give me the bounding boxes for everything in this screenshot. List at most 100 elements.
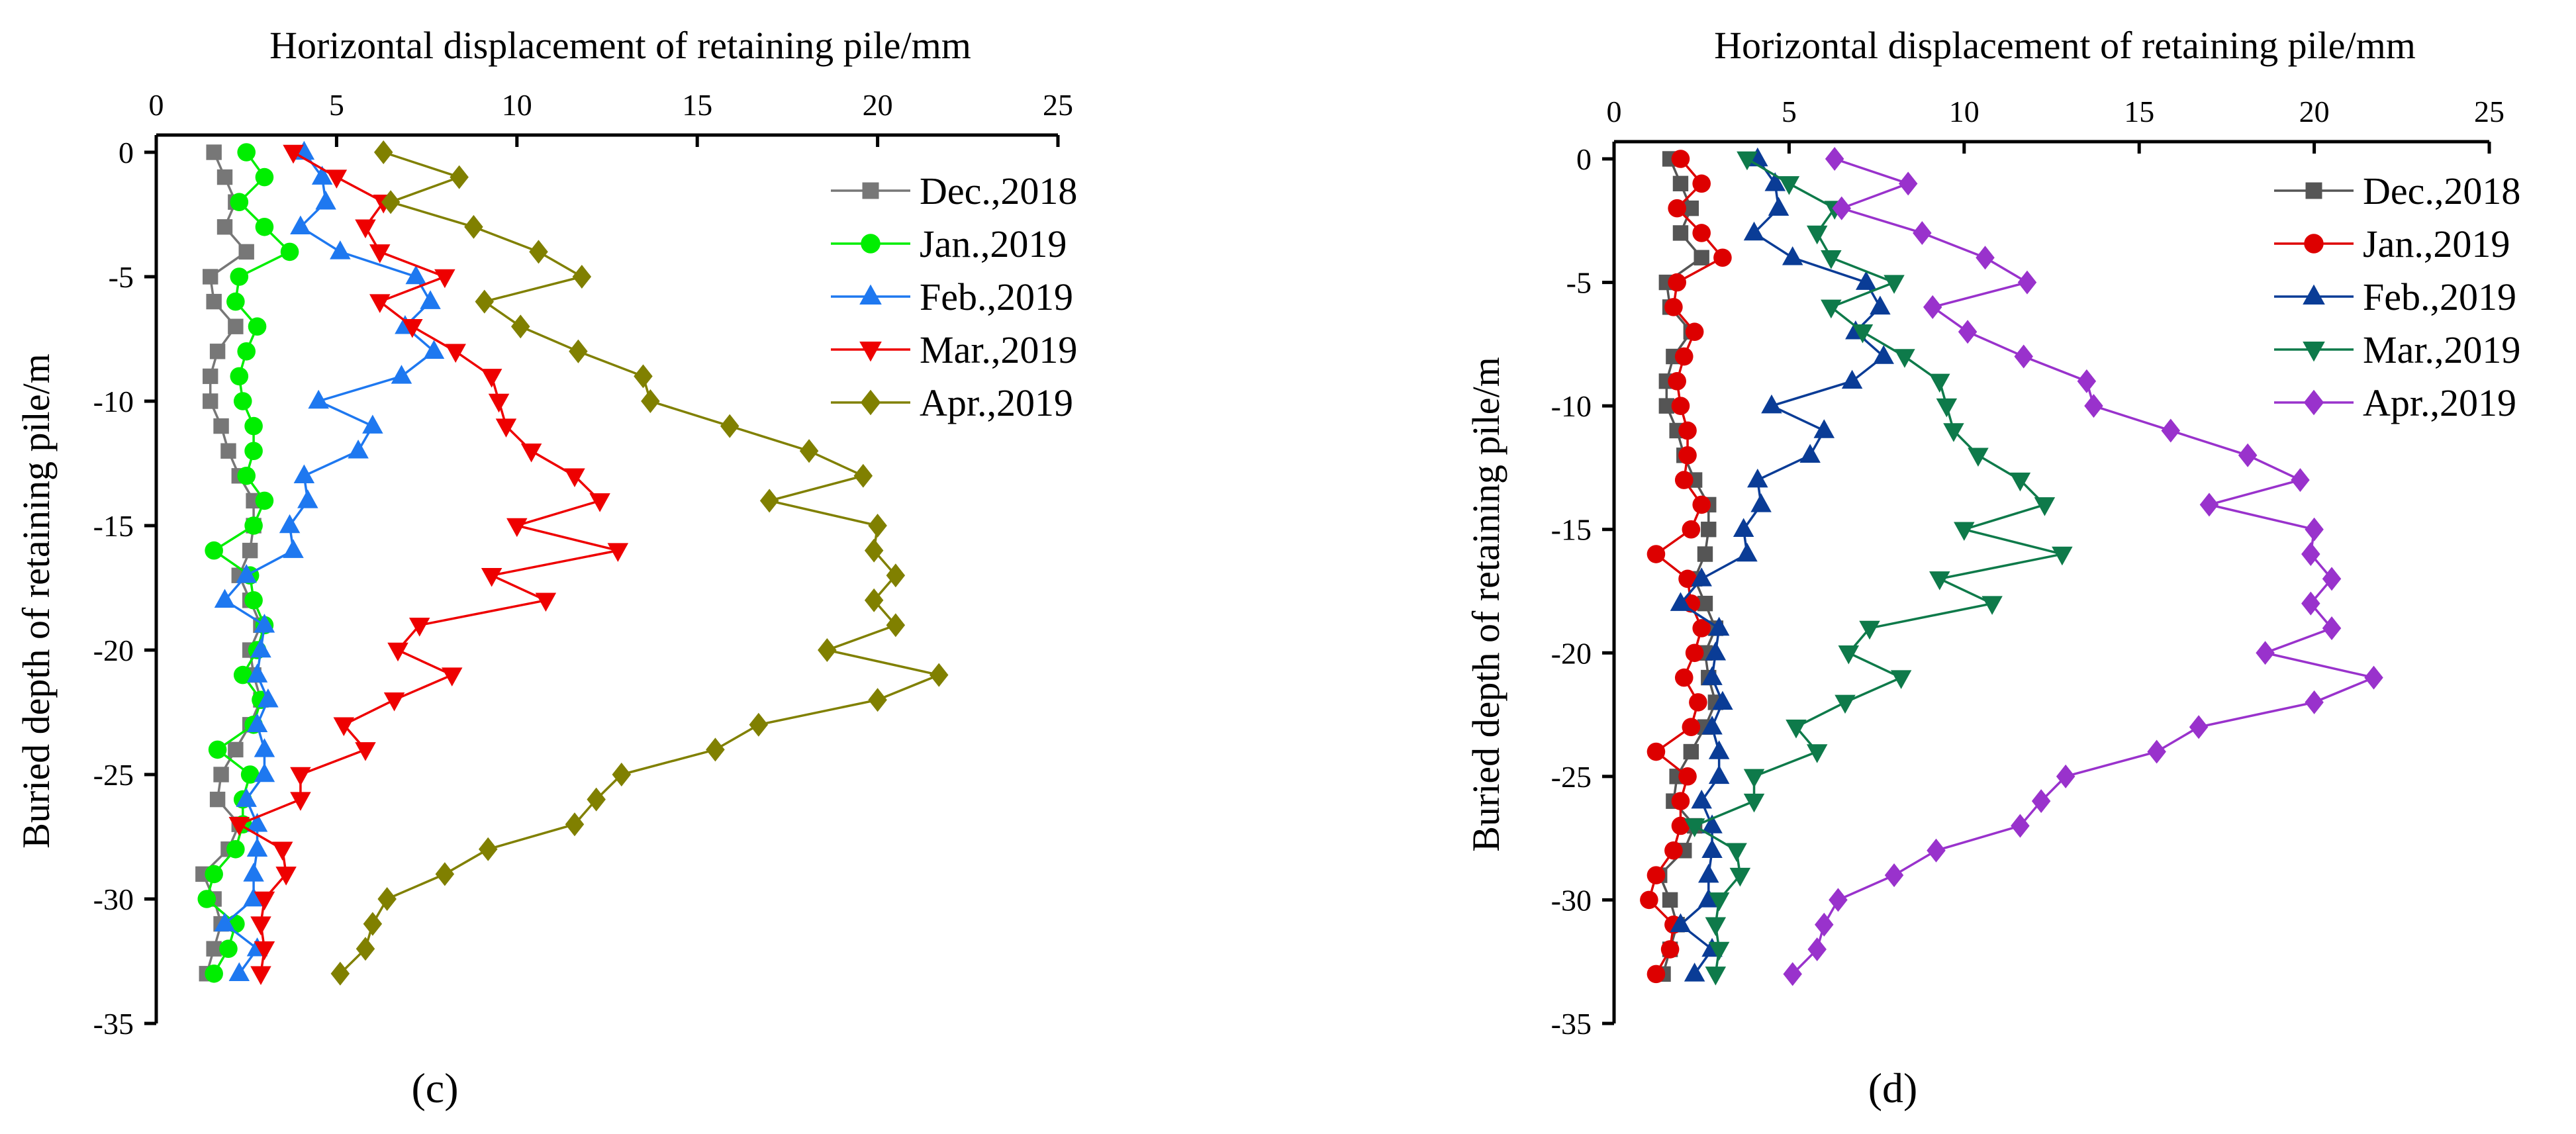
data-point (355, 219, 376, 239)
data-point (634, 364, 653, 389)
data-point (1761, 394, 1782, 414)
data-point (1743, 793, 1765, 813)
x-tick-label: 5 (1782, 95, 1797, 128)
data-point (373, 140, 393, 164)
data-point (1693, 250, 1709, 265)
data-point (2364, 665, 2383, 690)
data-point (1674, 347, 1693, 366)
data-point (1683, 743, 1699, 760)
data-point (205, 865, 223, 884)
data-point (1664, 841, 1683, 860)
data-point (1662, 892, 1678, 908)
data-point (434, 269, 455, 289)
data-point (1929, 373, 1950, 393)
data-point (1682, 718, 1701, 737)
data-point (213, 767, 229, 782)
data-point (228, 962, 250, 982)
data-point (641, 389, 660, 413)
data-point (1698, 888, 1719, 908)
data-point (333, 717, 355, 737)
data-point (220, 443, 236, 459)
y-tick-label: -10 (1551, 389, 1592, 423)
data-point (1821, 250, 1842, 269)
data-point (381, 190, 401, 214)
data-point (237, 342, 256, 361)
data-point (1708, 892, 1730, 912)
data-point (2322, 616, 2342, 640)
data-point (297, 489, 318, 508)
legend-label: Apr.,2019 (920, 381, 1073, 424)
data-point (481, 369, 502, 388)
data-point (236, 563, 257, 583)
data-point (226, 840, 245, 859)
data-point (2238, 443, 2258, 467)
data-point (1671, 816, 1690, 835)
data-point (1747, 468, 1768, 488)
legend-label: Mar.,2019 (2363, 328, 2520, 371)
data-point (377, 887, 397, 911)
data-point (1708, 765, 1730, 784)
data-point (868, 514, 887, 538)
data-point (2189, 715, 2209, 739)
y-tick-label: -25 (1551, 760, 1592, 794)
data-point (1678, 421, 1697, 440)
data-point (2034, 497, 2056, 516)
legend-label: Mar.,2019 (920, 328, 1077, 371)
data-point (1692, 224, 1711, 242)
data-point (1664, 298, 1683, 316)
data-point (214, 589, 236, 608)
data-point (445, 344, 466, 363)
data-point (1821, 299, 1842, 319)
data-point (283, 144, 304, 164)
data-point (1859, 620, 1880, 640)
legend-label: Feb.,2019 (920, 275, 1073, 318)
data-point (2305, 690, 2324, 714)
legend-marker (2305, 182, 2322, 199)
data-point (2052, 546, 2073, 566)
x-tick-label: 5 (329, 88, 344, 122)
data-point (1678, 767, 1697, 786)
data-point (1898, 171, 1918, 196)
data-point (1873, 345, 1894, 364)
legend-marker (2303, 342, 2325, 362)
data-point (271, 841, 293, 861)
y-tick-label: 0 (119, 136, 134, 169)
data-point (2017, 270, 2037, 295)
data-point (1852, 324, 1874, 344)
data-point (1685, 643, 1704, 663)
data-point (248, 317, 267, 336)
data-point (2291, 468, 2310, 493)
data-point (258, 688, 279, 708)
data-point (356, 937, 375, 961)
data-point (254, 614, 275, 633)
data-point (209, 791, 226, 808)
data-point (206, 293, 222, 310)
data-point (564, 468, 585, 488)
data-point (1768, 197, 1789, 216)
data-point (1671, 150, 1690, 168)
series-3 (1670, 147, 1894, 982)
data-point (213, 418, 229, 434)
panel-label: (c) (411, 1064, 458, 1111)
data-point (254, 763, 275, 782)
data-point (237, 143, 256, 162)
legend-marker (862, 182, 879, 199)
data-point (1743, 221, 1765, 241)
legend-label: Apr.,2019 (2363, 381, 2516, 424)
chart-panel-2: 0 5 10 15 20 25 0 -5 -10 -15 -20 -25 -30 -35 Horizonta… (1464, 24, 2520, 1111)
data-point (1713, 248, 1732, 267)
data-point (1936, 398, 1958, 418)
data-point (1841, 369, 1863, 389)
data-point (203, 393, 218, 409)
legend-marker (2304, 234, 2324, 254)
legend: Dec.,2018 Jan.,2019 Feb.,2019 Mar.,2019 Apr.… (831, 169, 1077, 424)
data-point (441, 667, 463, 686)
data-point (495, 418, 517, 438)
data-point (1668, 199, 1686, 218)
data-point (216, 169, 233, 185)
data-point (2301, 591, 2320, 616)
data-point (1838, 645, 1860, 665)
x-tick-label: 0 (1607, 95, 1622, 128)
series-line (222, 151, 436, 974)
data-point (1923, 295, 1942, 319)
